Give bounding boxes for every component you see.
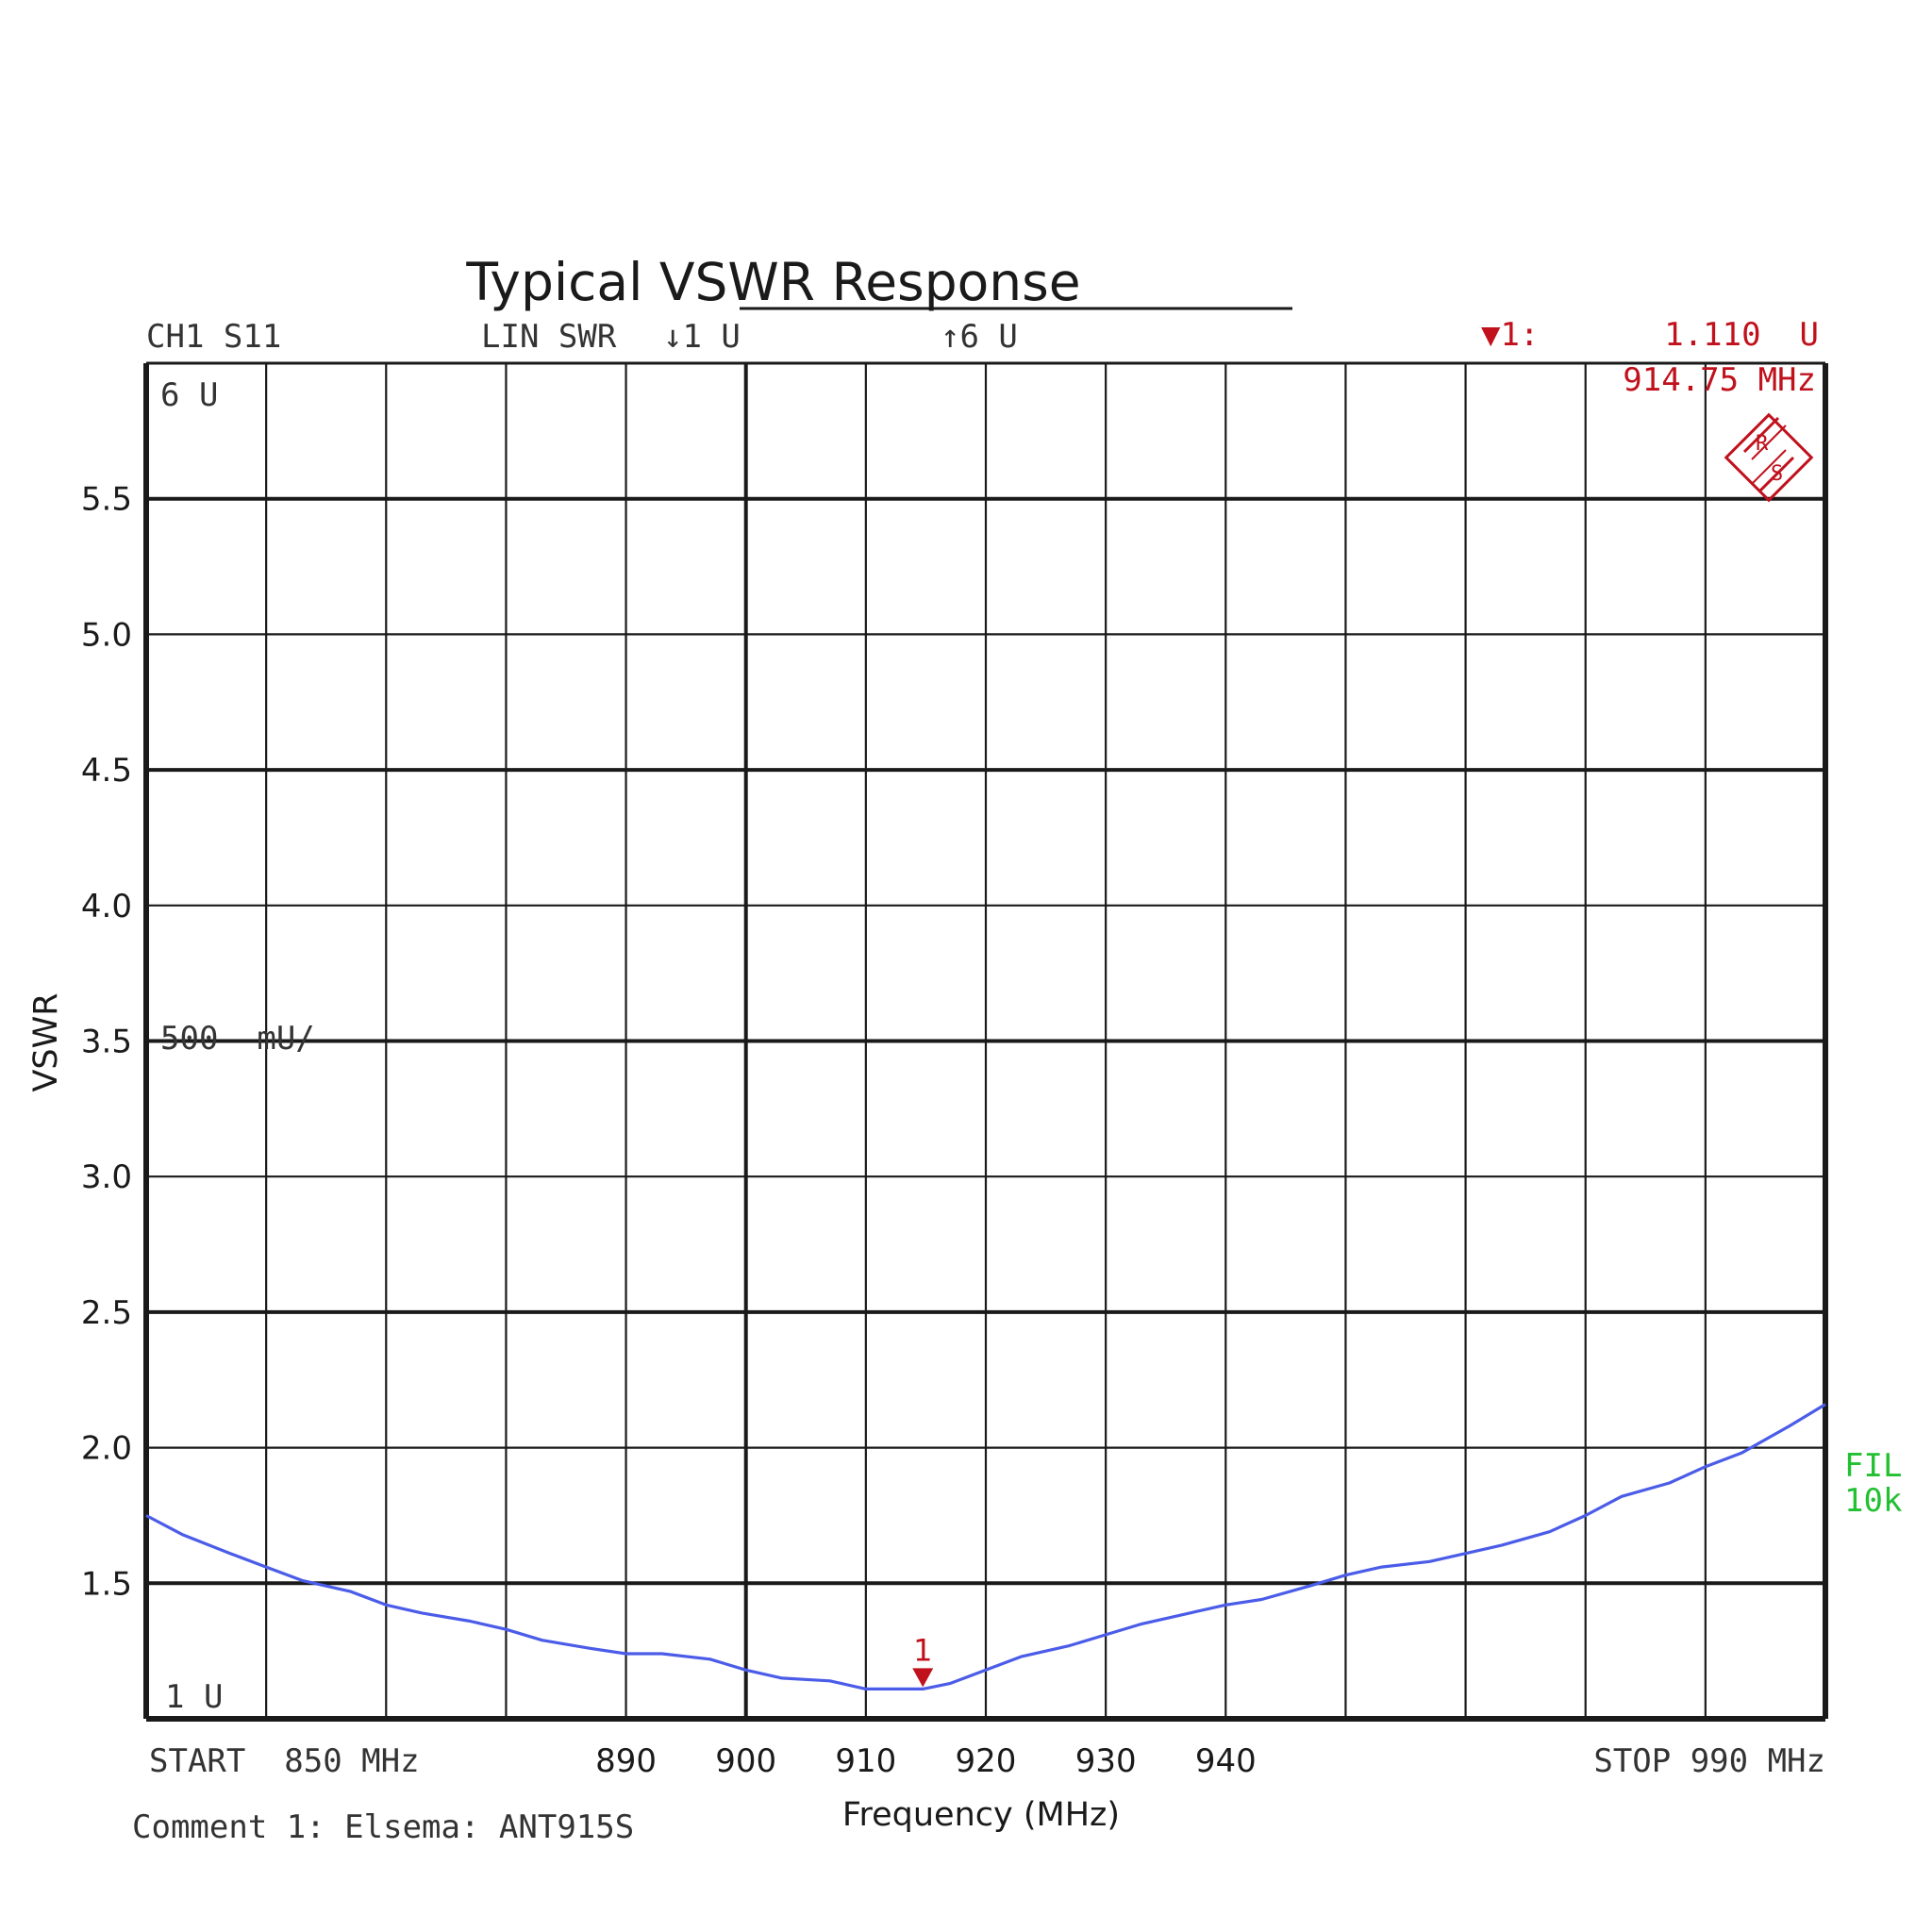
marker-label: 1	[913, 1632, 932, 1668]
filter-label-bottom: 10k	[1844, 1482, 1902, 1520]
y-tick-label: 3.5	[81, 1024, 132, 1061]
vswr-trace	[145, 1403, 1826, 1691]
marker-readout-freq: 914.75 MHz	[1623, 361, 1816, 399]
plot-frame: 1.5 2.0 2.5 3.0 3.5 4.0 4.5 5.0 5.5 890 900 910 920 9…	[81, 361, 1828, 1780]
ref-top-label: ↑6 U	[941, 318, 1018, 356]
y-tick-label: 5.0	[81, 616, 132, 654]
y-tick-label: 3.0	[81, 1158, 132, 1196]
rs-logo: R S	[1724, 412, 1814, 503]
chart-title: Typical VSWR Response	[465, 252, 1080, 312]
grid-layer	[146, 363, 1825, 1719]
top-ref-label: 6 U	[160, 376, 218, 414]
start-label: START 850 MHz	[149, 1742, 420, 1780]
y-tick-label: 4.5	[81, 752, 132, 790]
x-tick-label: 910	[835, 1742, 896, 1780]
comment-label: Comment 1: Elsema: ANT915S	[132, 1808, 634, 1846]
scale-label: 500 mU/	[160, 1020, 315, 1058]
format-label: LIN SWR	[481, 318, 617, 356]
svg-text:S: S	[1771, 462, 1783, 486]
svg-text:R: R	[1756, 432, 1769, 456]
y-tick-label: 1.5	[81, 1565, 132, 1603]
y-tick-label: 2.5	[81, 1294, 132, 1332]
marker-triangle	[912, 1668, 934, 1688]
y-axis-title: VSWR	[27, 992, 65, 1091]
trace-layer: 1	[145, 1403, 1826, 1691]
x-tick-label: 940	[1195, 1742, 1257, 1780]
x-tick-label: 900	[715, 1742, 776, 1780]
y-tick-label: 2.0	[81, 1430, 132, 1468]
stop-label: STOP 990 MHz	[1593, 1742, 1825, 1780]
bottom-ref-label: 1 U	[165, 1678, 223, 1716]
channel-label: CH1 S11	[146, 318, 281, 356]
marker-readout-value: 1.110 U	[1664, 316, 1819, 354]
y-tick-label: 5.5	[81, 481, 132, 519]
y-tick-label: 4.0	[81, 888, 132, 925]
x-tick-label: 920	[956, 1742, 1017, 1780]
marker-readout-label: ▼1:	[1481, 316, 1539, 354]
ref-bottom-label: ↓1 U	[663, 318, 741, 356]
x-tick-label: 930	[1075, 1742, 1137, 1780]
filter-label-top: FIL	[1844, 1447, 1902, 1485]
x-axis-title: Frequency (MHz)	[842, 1796, 1120, 1834]
x-tick-label: 890	[595, 1742, 657, 1780]
